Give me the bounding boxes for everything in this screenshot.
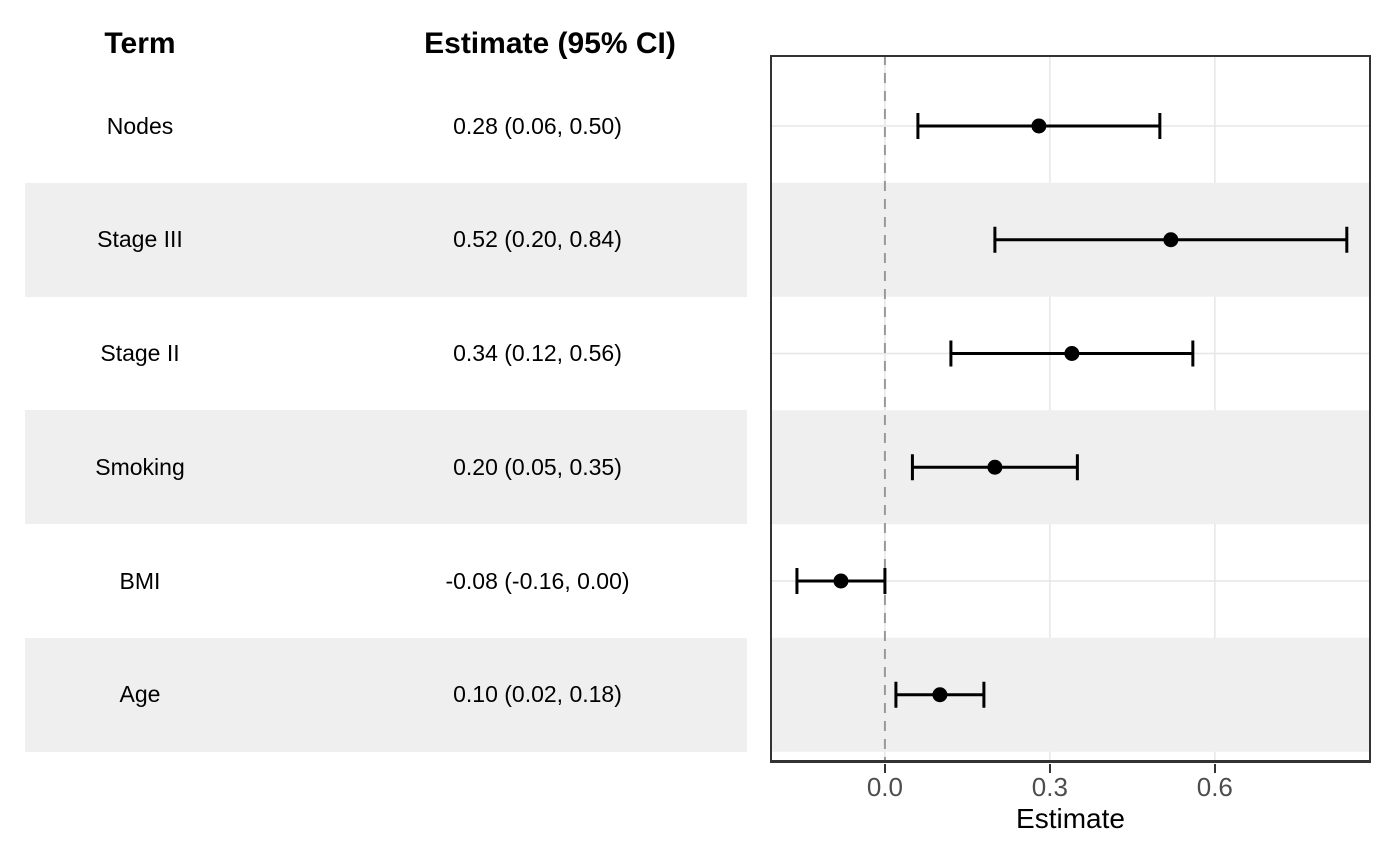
x-axis-tick-label: 0.6 <box>1196 772 1233 802</box>
table-row: BMI -0.08 (-0.16, 0.00) <box>25 524 747 638</box>
point-estimate <box>1064 346 1080 361</box>
x-axis-tick <box>1048 764 1051 773</box>
estimate-ci-label: 0.28 (0.06, 0.50) <box>453 112 622 139</box>
table-row: Nodes 0.28 (0.06, 0.50) <box>25 69 747 183</box>
x-axis-title: Estimate <box>1016 803 1125 834</box>
x-axis-tick <box>883 764 886 773</box>
plot-panel <box>770 55 1371 763</box>
x-axis-tick-label: 0.3 <box>1031 772 1068 802</box>
x-axis-tick <box>1213 764 1216 773</box>
term-label: Smoking <box>95 453 185 480</box>
estimate-ci-label: 0.20 (0.05, 0.35) <box>453 453 622 480</box>
estimate-ci-label: 0.34 (0.12, 0.56) <box>453 340 622 366</box>
table-row: Smoking 0.20 (0.05, 0.35) <box>25 410 747 525</box>
table-row: Age 0.10 (0.02, 0.18) <box>25 637 747 752</box>
term-label: Stage III <box>97 226 183 253</box>
x-axis-tick-label: 0.0 <box>866 772 903 802</box>
point-estimate <box>1163 232 1179 248</box>
term-column-header: Term <box>104 27 176 60</box>
stripe-band <box>770 637 1371 752</box>
point-estimate <box>932 687 948 703</box>
point-estimate <box>833 573 849 589</box>
term-label: Nodes <box>106 112 174 139</box>
estimate-column-header: Estimate (95% CI) <box>424 27 676 60</box>
table-row: Stage II 0.34 (0.12, 0.56) <box>25 297 747 411</box>
forest-plot-canvas <box>770 55 1371 763</box>
term-label: Age <box>119 681 161 708</box>
term-label: BMI <box>119 567 161 594</box>
table-row: Stage III 0.52 (0.20, 0.84) <box>25 182 747 297</box>
estimate-ci-label: -0.08 (-0.16, 0.00) <box>445 567 630 594</box>
estimate-ci-label: 0.52 (0.20, 0.84) <box>453 226 622 253</box>
point-estimate <box>987 459 1003 475</box>
term-label: Stage II <box>100 340 180 366</box>
point-estimate <box>1031 118 1047 134</box>
estimate-ci-label: 0.10 (0.02, 0.18) <box>453 681 622 708</box>
